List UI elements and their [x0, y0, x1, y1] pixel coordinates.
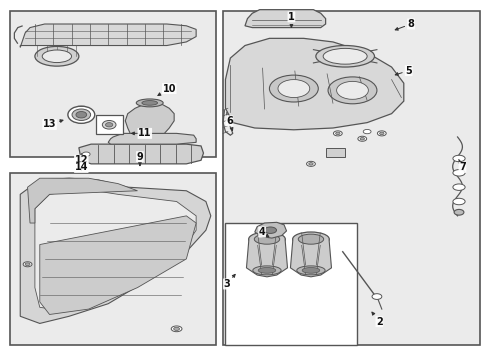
Ellipse shape [358, 136, 367, 141]
Ellipse shape [453, 198, 465, 205]
Text: 1: 1 [288, 12, 295, 27]
Ellipse shape [23, 262, 32, 267]
Text: 14: 14 [74, 162, 88, 172]
Ellipse shape [253, 266, 281, 275]
Text: 7: 7 [459, 159, 466, 172]
Text: 9: 9 [137, 152, 143, 165]
Ellipse shape [105, 123, 113, 127]
Bar [10, 12, 216, 157]
Text: 5: 5 [395, 66, 412, 76]
Ellipse shape [323, 48, 367, 64]
Text: 13: 13 [43, 120, 63, 129]
Ellipse shape [254, 234, 280, 244]
Ellipse shape [72, 109, 91, 121]
Ellipse shape [76, 112, 87, 118]
Polygon shape [245, 10, 326, 28]
Polygon shape [108, 134, 196, 144]
Text: 12: 12 [74, 154, 88, 165]
Ellipse shape [35, 46, 79, 66]
Ellipse shape [453, 184, 465, 190]
Text: 6: 6 [226, 116, 233, 131]
Bar [225, 223, 357, 345]
Bar [96, 115, 123, 134]
Ellipse shape [102, 121, 116, 129]
Ellipse shape [302, 267, 320, 273]
Ellipse shape [42, 50, 72, 63]
Ellipse shape [337, 81, 368, 99]
Ellipse shape [298, 234, 324, 244]
Ellipse shape [307, 161, 316, 166]
Text: 3: 3 [223, 274, 235, 289]
Polygon shape [27, 178, 138, 223]
Ellipse shape [453, 170, 465, 176]
Ellipse shape [171, 326, 182, 332]
Polygon shape [35, 189, 196, 311]
Polygon shape [246, 239, 288, 277]
Ellipse shape [264, 227, 276, 233]
Ellipse shape [454, 210, 464, 215]
Ellipse shape [258, 267, 276, 273]
Ellipse shape [293, 232, 329, 246]
Ellipse shape [270, 75, 318, 102]
Bar [326, 148, 345, 157]
Ellipse shape [68, 106, 95, 123]
Ellipse shape [136, 99, 163, 107]
Text: 2: 2 [372, 312, 383, 327]
Text: 11: 11 [132, 129, 151, 138]
Ellipse shape [453, 155, 465, 162]
Ellipse shape [328, 77, 377, 104]
Polygon shape [79, 144, 203, 164]
Ellipse shape [173, 327, 179, 330]
Text: 10: 10 [158, 84, 176, 95]
Ellipse shape [142, 100, 158, 105]
Ellipse shape [82, 152, 90, 156]
Ellipse shape [25, 263, 30, 266]
Polygon shape [225, 39, 404, 130]
Polygon shape [255, 222, 287, 238]
Bar [10, 173, 216, 345]
Polygon shape [291, 239, 331, 277]
Text: 8: 8 [395, 19, 415, 30]
Ellipse shape [372, 294, 382, 300]
Ellipse shape [248, 232, 285, 246]
Ellipse shape [360, 138, 365, 140]
Ellipse shape [297, 266, 325, 275]
Polygon shape [20, 178, 211, 323]
Ellipse shape [336, 132, 340, 135]
Polygon shape [125, 103, 174, 134]
Ellipse shape [278, 80, 310, 98]
Ellipse shape [380, 132, 384, 135]
Polygon shape [40, 216, 196, 315]
Bar [223, 12, 480, 345]
Text: 4: 4 [259, 227, 269, 237]
Ellipse shape [363, 130, 371, 134]
Ellipse shape [309, 163, 313, 165]
Ellipse shape [377, 131, 386, 136]
Ellipse shape [316, 45, 374, 67]
Ellipse shape [333, 131, 342, 136]
Polygon shape [20, 24, 196, 47]
